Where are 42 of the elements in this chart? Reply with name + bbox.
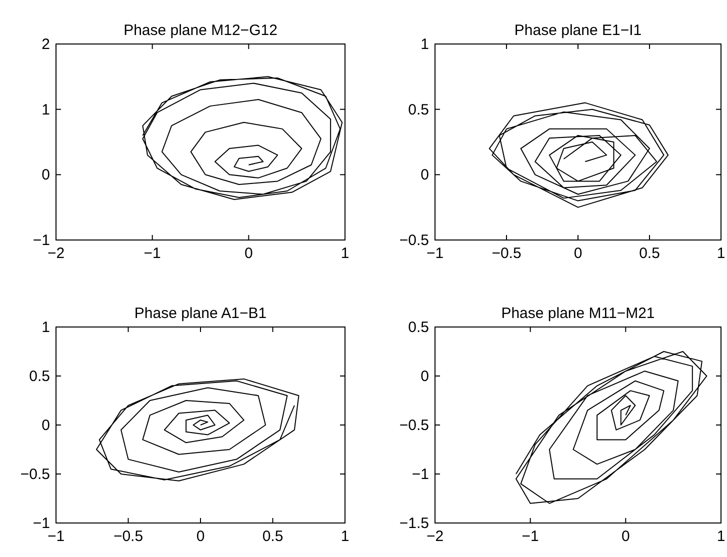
y-tick-label: −0.5 — [399, 232, 429, 249]
y-tick-label: 0 — [42, 166, 50, 184]
y-tick-label: 1 — [42, 101, 50, 118]
chart-title: Phase plane A1−B1 — [134, 305, 267, 322]
chart-title: Phase plane M12−G12 — [124, 22, 278, 39]
x-tick-label: −2 — [426, 528, 444, 545]
x-tick-label: 0.5 — [262, 528, 284, 545]
line-series — [488, 102, 669, 208]
y-tick-label: −0.5 — [20, 466, 50, 483]
y-tick-label: −1 — [32, 232, 50, 249]
y-tick-label: 0.5 — [408, 319, 429, 336]
y-tick-label: 2 — [42, 36, 50, 53]
x-tick-label: 1 — [340, 245, 350, 262]
x-tick-label: 0 — [196, 528, 205, 545]
x-tick-label: −0.5 — [492, 245, 522, 262]
x-tick-label: −1 — [522, 528, 539, 545]
y-tick-label: 1 — [420, 36, 429, 53]
y-tick-label: −1 — [412, 466, 429, 483]
y-tick-label: 0 — [420, 166, 429, 184]
chart-title: Phase plane E1−I1 — [514, 22, 642, 39]
x-tick-label: −0.5 — [113, 528, 144, 545]
x-tick-label: 1 — [340, 528, 350, 545]
line-series — [142, 76, 343, 200]
y-tick-label: 0 — [42, 417, 50, 434]
x-tick-label: 1 — [716, 245, 726, 262]
x-tick-label: 0.5 — [639, 245, 660, 262]
y-tick-label: 1 — [42, 319, 50, 336]
x-tick-label: −2 — [47, 245, 65, 262]
y-tick-label: 0.5 — [408, 101, 429, 118]
y-tick-label: 0.5 — [29, 368, 50, 385]
x-tick-label: 1 — [716, 528, 726, 545]
x-tick-label: 0 — [574, 245, 582, 262]
y-tick-label: −0.5 — [399, 417, 429, 434]
chart-title: Phase plane M11−M21 — [501, 305, 655, 322]
y-tick-label: −1.5 — [399, 515, 429, 532]
x-tick-label: 0 — [621, 528, 630, 545]
line-series — [96, 378, 300, 482]
y-tick-label: −1 — [32, 515, 50, 532]
line-series — [516, 351, 708, 504]
y-tick-label: 0 — [420, 368, 429, 385]
x-tick-label: 0 — [244, 245, 253, 262]
x-tick-label: −1 — [144, 245, 161, 262]
